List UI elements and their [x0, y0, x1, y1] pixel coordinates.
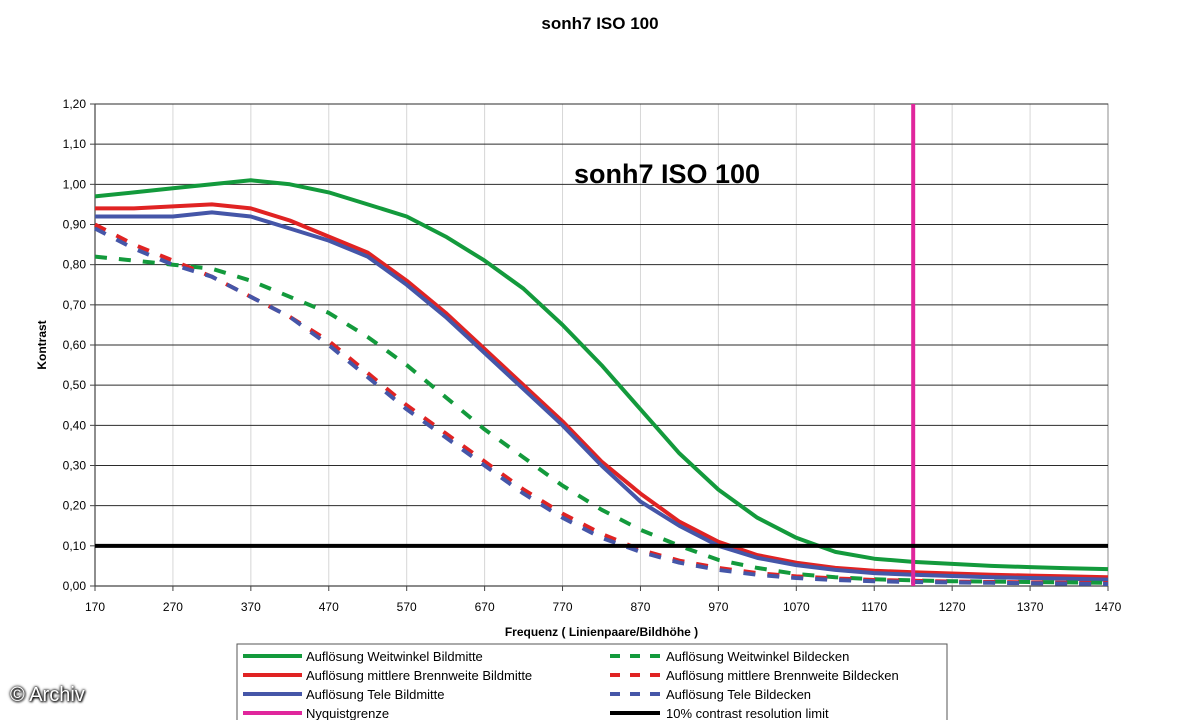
y-tick-label: 0,50 [63, 378, 87, 392]
y-tick-label: 0,80 [63, 258, 87, 272]
series-line-1 [94, 178, 1109, 572]
x-axis-title: Frequenz ( Linienpaare/Bildhöhe ) [505, 625, 698, 639]
x-tick-label: 1470 [1095, 600, 1122, 614]
y-tick-label: 0,40 [63, 418, 87, 432]
y-tick-label: 0,00 [63, 579, 87, 593]
legend-label: Auflösung mittlere Brennweite Bildmitte [306, 668, 532, 683]
x-tick-label: 670 [475, 600, 495, 614]
y-tick-label: 0,10 [63, 539, 87, 553]
legend-label: Auflösung mittlere Brennweite Bildecken [666, 668, 899, 683]
x-tick-label: 1270 [939, 600, 966, 614]
series-line-3 [95, 210, 1109, 582]
legend-label: Nyquistgrenze [306, 706, 389, 720]
legend-label: Auflösung Tele Bildecken [666, 687, 811, 702]
legend-label: Auflösung Weitwinkel Bildmitte [306, 649, 483, 664]
y-tick-label: 0,30 [63, 459, 87, 473]
legend-label: Auflösung Tele Bildmitte [306, 687, 445, 702]
x-tick-label: 570 [397, 600, 417, 614]
y-tick-label: 1,00 [63, 177, 87, 191]
y-tick-label: 0,70 [63, 298, 87, 312]
x-tick-label: 870 [630, 600, 650, 614]
legend-label: 10% contrast resolution limit [666, 706, 829, 720]
copyright-credit: © Archiv [10, 684, 85, 706]
legend-box [236, 643, 948, 720]
x-tick-label: 770 [553, 600, 573, 614]
y-tick-label: 0,90 [63, 218, 87, 232]
y-tick-label: 0,60 [63, 338, 87, 352]
x-tick-label: 1370 [1017, 600, 1044, 614]
y-tick-label: 0,20 [63, 499, 87, 513]
in-plot-title: sonh7 ISO 100 [574, 159, 760, 189]
x-tick-label: 1070 [783, 600, 810, 614]
y-tick-label: 1,10 [63, 137, 87, 151]
x-tick-label: 170 [85, 600, 105, 614]
series-line-4 [94, 254, 1109, 585]
x-tick-label: 270 [163, 600, 183, 614]
series-line-6 [94, 226, 1109, 586]
x-tick-label: 1170 [861, 600, 887, 614]
y-tick-label: 1,20 [63, 97, 87, 111]
y-axis-title: Kontrast [35, 320, 49, 369]
series-line-2 [95, 202, 1109, 580]
chart-title: sonh7 ISO 100 [541, 14, 659, 33]
x-tick-label: 370 [241, 600, 261, 614]
legend-label: Auflösung Weitwinkel Bildecken [666, 649, 849, 664]
x-tick-label: 970 [708, 600, 728, 614]
x-tick-label: 470 [319, 600, 339, 614]
